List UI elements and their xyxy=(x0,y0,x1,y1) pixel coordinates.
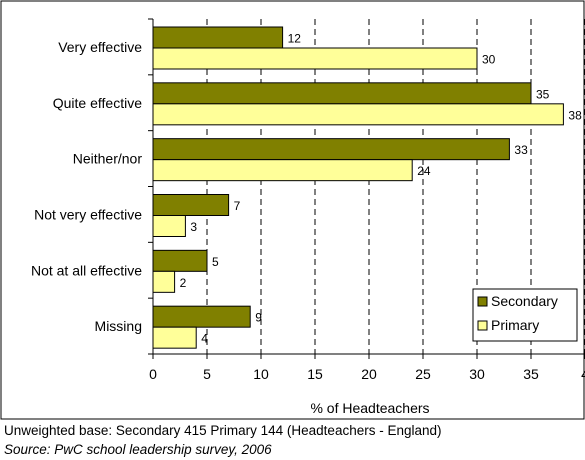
chart-border xyxy=(0,0,585,420)
legend-label-secondary: Secondary xyxy=(491,293,558,309)
category-label: Quite effective xyxy=(53,95,142,111)
bar-value-label: 3 xyxy=(190,220,197,234)
x-tick-label: 35 xyxy=(523,366,539,382)
category-label: Very effective xyxy=(58,39,142,55)
x-tick-label: 15 xyxy=(307,366,323,382)
x-tick-label: 10 xyxy=(253,366,269,382)
bar-secondary xyxy=(152,82,532,105)
x-tick-label: 0 xyxy=(149,366,157,382)
legend-swatch-primary xyxy=(477,320,488,331)
category-label: Not at all effective xyxy=(31,262,142,278)
bar-secondary xyxy=(152,249,208,272)
bar-value-label: 30 xyxy=(482,53,496,67)
bar-value-label: 7 xyxy=(234,199,241,213)
bar-value-label: 24 xyxy=(417,164,431,178)
bar-secondary xyxy=(152,194,230,216)
legend-label-primary: Primary xyxy=(491,317,539,333)
bar-primary xyxy=(152,326,197,349)
bar-primary xyxy=(152,159,413,182)
bar-value-label: 5 xyxy=(212,255,219,269)
legend-swatch-secondary xyxy=(477,296,488,307)
x-tick-label: 25 xyxy=(415,366,431,382)
bar-primary xyxy=(152,103,564,126)
x-axis-label: % of Headteachers xyxy=(310,400,429,416)
bar-primary xyxy=(152,47,478,70)
x-tick-label: 4 xyxy=(581,366,585,382)
bar-value-label: 38 xyxy=(568,108,582,122)
bar-value-label: 9 xyxy=(255,311,262,325)
x-tick-label: 5 xyxy=(203,366,211,382)
bar-primary xyxy=(152,215,186,237)
legend-box xyxy=(472,288,578,342)
base-note: Unweighted base: Secondary 415 Primary 1… xyxy=(4,423,442,438)
x-tick-label: 30 xyxy=(469,366,485,382)
bar-value-label: 33 xyxy=(514,143,528,157)
legend: Secondary Primary xyxy=(472,288,578,342)
category-label: Neither/nor xyxy=(73,151,143,167)
bar-secondary xyxy=(152,26,284,49)
bar-value-label: 2 xyxy=(180,276,187,290)
category-label: Missing xyxy=(95,318,142,334)
bar-value-label: 35 xyxy=(536,87,550,101)
bar-primary xyxy=(152,270,176,293)
bar-value-label: 4 xyxy=(201,332,208,346)
bar-secondary xyxy=(152,305,251,328)
bar-secondary xyxy=(152,138,510,161)
source-note: Source: PwC school leadership survey, 20… xyxy=(4,442,272,457)
bar-value-label: 12 xyxy=(288,32,302,46)
category-label: Not very effective xyxy=(34,206,142,222)
x-tick-label: 20 xyxy=(361,366,377,382)
